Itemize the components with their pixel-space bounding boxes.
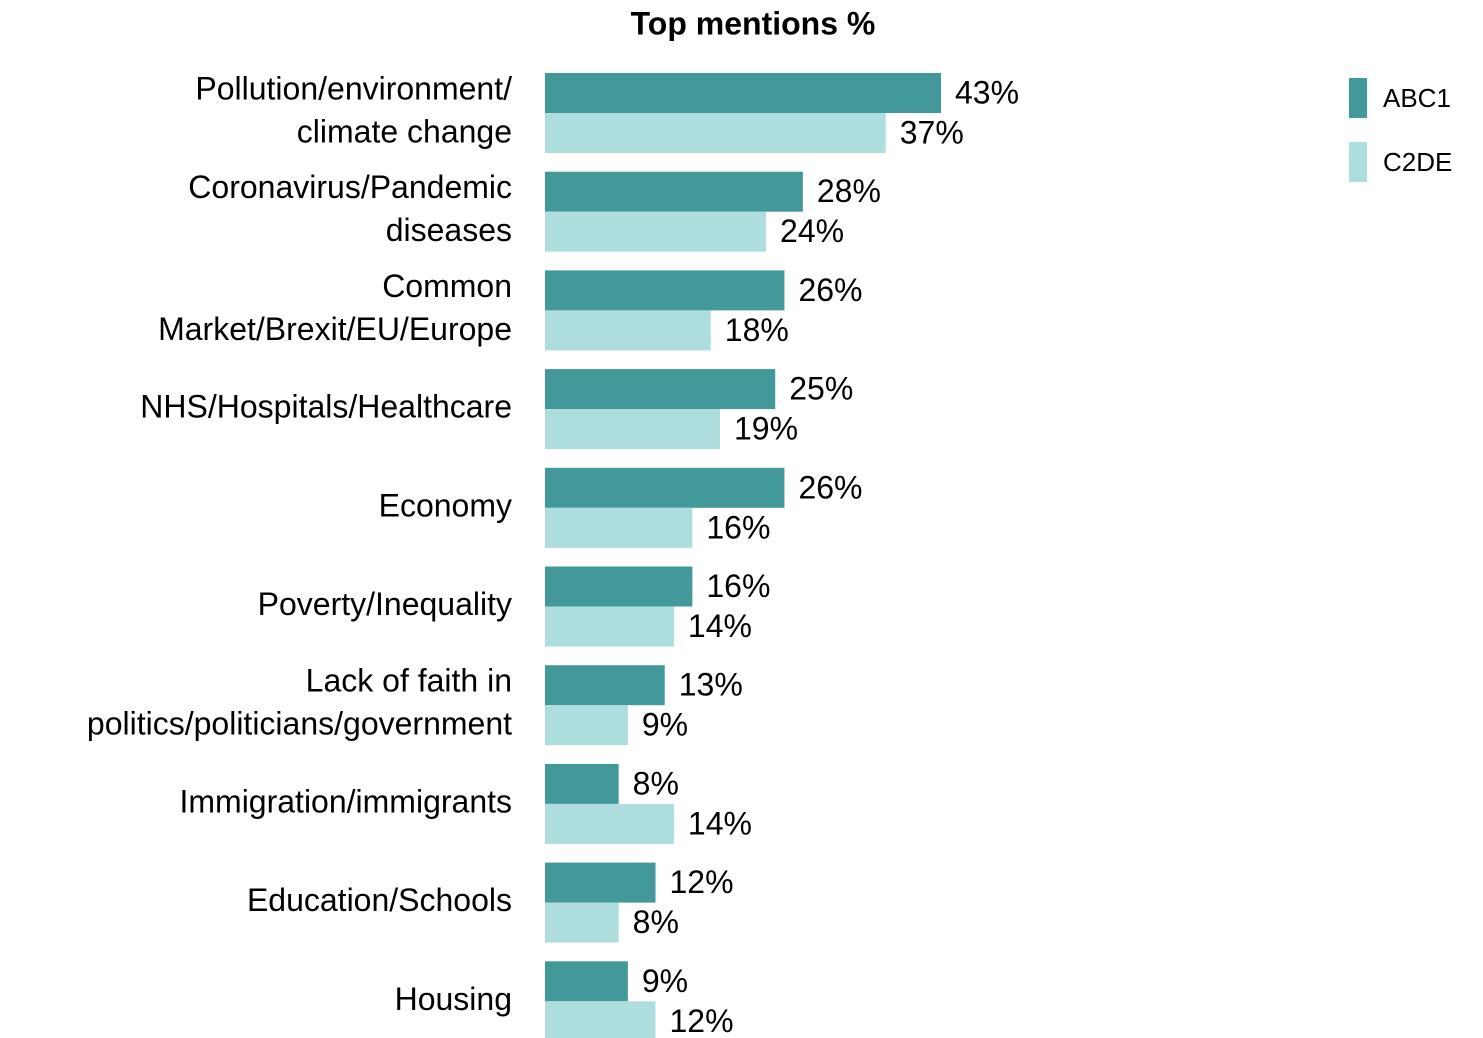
category-label: Education/Schools bbox=[247, 882, 512, 918]
value-label: 8% bbox=[633, 765, 679, 801]
category-label: Poverty/Inequality bbox=[258, 586, 512, 622]
bar bbox=[545, 862, 656, 903]
bar bbox=[545, 705, 628, 746]
value-label: 8% bbox=[633, 904, 679, 940]
bar bbox=[545, 369, 776, 410]
category-label: Common Market/Brexit/EU/Europe bbox=[158, 268, 512, 347]
legend-swatch bbox=[1349, 78, 1367, 118]
value-label: 26% bbox=[798, 469, 862, 505]
value-label: 26% bbox=[798, 272, 862, 308]
bar bbox=[545, 73, 941, 113]
bar bbox=[545, 566, 693, 607]
value-label: 37% bbox=[900, 114, 964, 150]
bar bbox=[545, 113, 886, 153]
bar bbox=[545, 211, 767, 252]
value-label: 13% bbox=[679, 667, 743, 703]
category-label: Lack of faith in politics/politicians/gov… bbox=[87, 663, 512, 742]
chart-title: Top mentions % bbox=[631, 5, 876, 41]
legend-label: C2DE bbox=[1383, 147, 1452, 177]
value-label: 14% bbox=[688, 805, 752, 841]
value-label: 24% bbox=[780, 213, 844, 249]
bar bbox=[545, 467, 785, 508]
value-label: 19% bbox=[734, 411, 798, 447]
bar bbox=[545, 310, 711, 351]
bar bbox=[545, 171, 803, 212]
value-label: 14% bbox=[688, 608, 752, 644]
bar bbox=[545, 409, 720, 450]
category-label: NHS/Hospitals/Healthcare bbox=[140, 389, 512, 425]
bar bbox=[545, 665, 665, 706]
value-label: 28% bbox=[817, 173, 881, 209]
bar bbox=[545, 270, 785, 311]
value-label: 12% bbox=[670, 1003, 734, 1038]
bar bbox=[545, 961, 628, 1002]
bar bbox=[545, 902, 619, 943]
value-label: 9% bbox=[642, 707, 688, 743]
bar bbox=[545, 803, 674, 844]
value-label: 16% bbox=[706, 568, 770, 604]
legend-label: ABC1 bbox=[1383, 83, 1451, 113]
value-label: 18% bbox=[725, 312, 789, 348]
bar bbox=[545, 507, 693, 548]
value-label: 43% bbox=[955, 74, 1019, 110]
value-label: 9% bbox=[642, 963, 688, 999]
bar bbox=[545, 1001, 656, 1038]
value-label: 12% bbox=[670, 864, 734, 900]
category-label: Coronavirus/Pandemic diseases bbox=[188, 170, 512, 249]
bar bbox=[545, 606, 674, 647]
category-label: Immigration/immigrants bbox=[179, 783, 512, 819]
category-label: Pollution/environment/climate change bbox=[195, 71, 512, 150]
value-label: 16% bbox=[706, 509, 770, 545]
category-label: Economy bbox=[379, 487, 512, 523]
category-label: Housing bbox=[395, 981, 512, 1017]
bar bbox=[545, 763, 619, 804]
legend-swatch bbox=[1349, 142, 1367, 182]
value-label: 25% bbox=[789, 371, 853, 407]
